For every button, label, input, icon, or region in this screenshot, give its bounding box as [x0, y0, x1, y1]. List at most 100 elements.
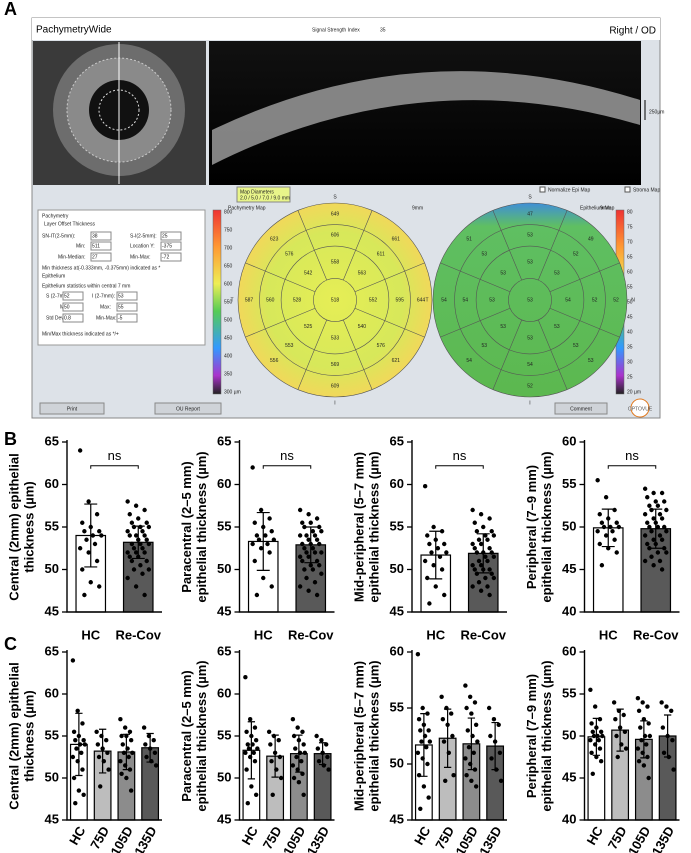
data-point [269, 529, 274, 534]
data-point [425, 761, 430, 767]
error-bar [271, 734, 279, 778]
data-point [261, 575, 266, 581]
button[interactable] [154, 402, 222, 415]
data-point [603, 495, 609, 500]
error-bar [476, 533, 490, 574]
map-value: 533 [331, 335, 340, 341]
direction: I [334, 400, 335, 406]
data-point [476, 537, 482, 542]
data-point [483, 575, 488, 581]
data-point [465, 728, 470, 733]
data-point [415, 750, 421, 755]
data-point [649, 507, 654, 513]
map-title: Epithelium Map [580, 205, 615, 211]
map-value: 611 [377, 252, 385, 258]
sector-line [354, 307, 425, 338]
colorbar-label: 70 [627, 239, 633, 245]
colorbar-label: 30 [627, 359, 633, 365]
map-diameters-box[interactable] [236, 186, 291, 203]
data-point [146, 567, 152, 572]
map-value: 53 [527, 335, 533, 341]
data-point [664, 704, 669, 709]
data-point [661, 750, 667, 755]
colorbar-label: 700 [224, 245, 233, 251]
logo: OPTOVUE [628, 406, 653, 412]
y-axis-label: Mid-peripheral (5–7 mm) [351, 661, 366, 811]
data-point [639, 738, 644, 743]
data-point [608, 524, 613, 530]
data-point [306, 588, 311, 593]
data-point [297, 533, 303, 538]
colorbar [212, 209, 222, 395]
data-point [131, 567, 137, 572]
info-label: Min-Median: [58, 254, 86, 260]
data-point [70, 754, 76, 760]
checkbox[interactable] [539, 186, 546, 193]
colorbar-label: 35 [627, 344, 633, 350]
data-point [651, 490, 656, 496]
data-point [470, 541, 475, 547]
y-tick-label: 65 [45, 433, 59, 448]
data-point [276, 738, 281, 743]
data-point [143, 742, 148, 747]
data-point [485, 558, 490, 564]
data-point [133, 584, 139, 589]
colorbar-label: 40 [627, 329, 633, 335]
map-value: 53 [554, 270, 560, 276]
button-label: OU Report [176, 406, 201, 412]
map-ring [313, 278, 357, 322]
data-point [306, 537, 311, 542]
map-value: 623 [270, 237, 279, 243]
data-point [118, 717, 123, 722]
map-size: 9mm [412, 205, 423, 211]
info-label: SN-IT(2-5mm): [42, 233, 75, 239]
map-value: 649 [331, 211, 340, 217]
map-ring [454, 224, 606, 376]
map-value: 53 [500, 324, 506, 330]
data-point [77, 546, 83, 551]
data-point [251, 750, 256, 755]
button[interactable] [39, 402, 105, 415]
data-point [80, 567, 85, 572]
colorbar-label: 65 [627, 254, 633, 260]
info-label: S-I(2-5mm): [130, 233, 157, 239]
data-point [660, 725, 666, 730]
error-bar [122, 733, 131, 771]
map-value: 542 [304, 270, 313, 276]
button-label: Print [67, 406, 78, 412]
info-value: -72 [162, 254, 169, 260]
error-bar [467, 717, 476, 771]
data-point [595, 529, 600, 534]
data-point [451, 773, 456, 778]
data-point [86, 499, 91, 504]
info-label: S (2-7mm): [46, 293, 71, 299]
data-point [496, 722, 501, 727]
sector-line [492, 319, 523, 390]
direction: S [528, 194, 532, 200]
data-point [302, 546, 307, 551]
data-point [84, 537, 89, 542]
map-value: 552 [369, 297, 378, 303]
data-point [472, 567, 477, 572]
info-label: Layer Offset Thickness [44, 221, 95, 227]
error-bar [247, 721, 256, 780]
data-point [104, 738, 109, 743]
chart: Mid-peripheral (5–7 mm) epithelial thickn… [351, 433, 507, 642]
y-axis-label: Paracentral (2–5 mm) [179, 670, 194, 802]
data-point [622, 729, 628, 734]
data-point [119, 733, 124, 739]
data-point [80, 721, 85, 726]
data-point [474, 550, 480, 555]
y-tick-label: 50 [562, 727, 576, 742]
y-tick-label: 60 [45, 685, 59, 700]
data-point [489, 571, 494, 576]
data-point [146, 541, 152, 547]
checkbox[interactable] [624, 186, 631, 193]
data-point [144, 520, 149, 525]
data-point [125, 499, 130, 504]
data-point [71, 729, 77, 734]
map-value: 525 [304, 324, 313, 330]
button[interactable] [554, 402, 608, 415]
panel-label: A [4, 0, 17, 19]
data-point [614, 733, 619, 739]
